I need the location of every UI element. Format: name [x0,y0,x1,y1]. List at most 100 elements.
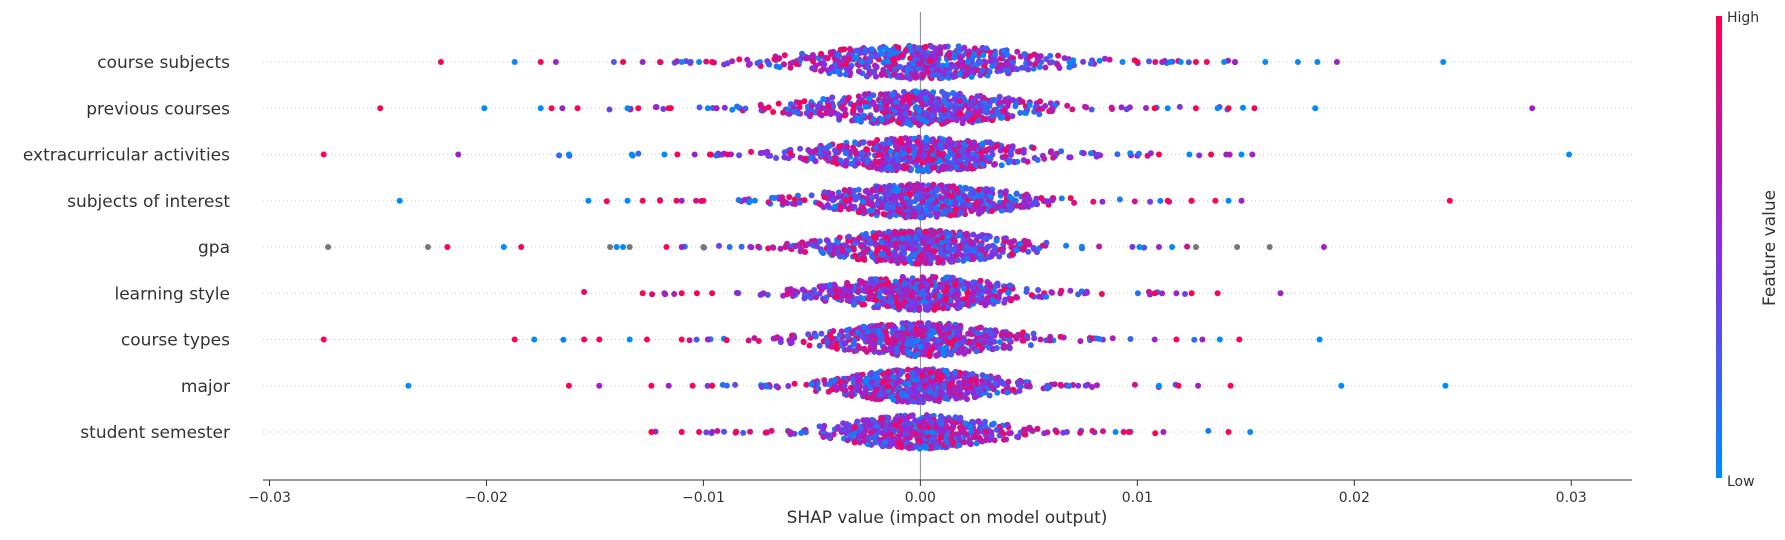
shap-point [957,98,963,104]
shap-point [836,115,842,121]
shap-outlier-point [455,152,461,158]
shap-point [939,164,945,170]
shap-point [1035,157,1041,163]
shap-outlier-point [709,290,715,296]
shap-point [874,185,880,191]
shap-outlier-point [531,337,537,343]
shap-point [863,385,869,391]
shap-point [928,333,934,339]
shap-point [894,104,900,110]
shap-outlier-point [614,244,620,250]
shap-point [951,55,957,61]
shap-point [813,333,819,339]
shap-point [1079,288,1085,294]
shap-point [968,103,974,109]
shap-point [671,291,677,297]
shap-point [970,232,976,238]
shap-point [786,194,792,200]
shap-point [896,120,902,126]
shap-point [927,212,933,218]
shap-point [972,201,978,207]
shap-point [879,117,885,123]
shap-point [818,60,824,66]
shap-point [972,45,978,51]
shap-point [722,105,728,111]
shap-point [920,73,926,79]
shap-point [865,246,871,252]
shap-point [1043,56,1049,62]
shap-point [918,344,924,350]
shap-point [936,105,942,111]
shap-point [823,294,829,300]
shap-point [971,139,977,145]
shap-point [782,244,788,250]
shap-outlier-point [538,59,544,65]
shap-outlier-point [1223,152,1229,158]
shap-point [874,137,880,143]
shap-point [798,241,804,247]
shap-outlier-point [705,337,711,343]
shap-point [855,288,861,294]
shap-outlier-point [700,244,706,250]
shap-point [917,254,923,260]
shap-point [847,288,853,294]
shap-point [1055,62,1061,68]
shap-point [756,338,762,344]
shap-outlier-point [696,59,702,65]
shap-point [772,195,778,201]
shap-point [973,348,979,354]
shap-point [1013,191,1019,197]
shap-point [727,244,733,250]
shap-point [801,295,807,301]
shap-point [1067,59,1073,65]
shap-point [858,295,864,301]
shap-point [916,232,922,238]
shap-outlier-point [664,244,670,250]
shap-point [897,64,903,70]
shap-point [904,165,910,171]
shap-outlier-point [661,152,667,158]
shap-point [999,162,1005,168]
shap-point [827,288,833,294]
shap-point [911,304,917,310]
shap-point [930,73,936,79]
shap-outlier-point [679,337,685,343]
shap-point [922,260,928,266]
shap-point [948,184,954,190]
shap-point [1013,101,1019,107]
shap-outlier-point [325,244,331,250]
shap-point [785,383,791,389]
shap-point [887,183,893,189]
shap-outlier-point [709,59,715,65]
shap-point [1043,294,1049,300]
shap-point [853,55,859,61]
shap-point [952,238,958,244]
shap-point [798,246,804,252]
shap-point [987,139,993,145]
shap-point [1147,199,1153,205]
shap-point [921,276,927,282]
shap-point [777,64,783,70]
shap-point [843,72,849,78]
shap-point [873,193,879,199]
shap-point [983,374,989,380]
shap-point [1082,104,1088,110]
shap-outlier-point [512,337,518,343]
shap-point [842,341,848,347]
shap-point [847,65,853,71]
shap-point [950,275,956,281]
shap-point [649,291,655,297]
shap-outlier-point [679,59,685,65]
shap-point [829,108,835,114]
shap-point [818,331,824,337]
shap-point [918,144,924,150]
shap-point [744,57,750,63]
shap-point [1110,335,1116,341]
shap-point [866,96,872,102]
shap-point [720,382,726,388]
shap-point [861,302,867,308]
shap-point [755,60,761,66]
shap-point [1058,148,1064,154]
shap-outlier-point [1221,59,1227,65]
shap-point [943,112,949,118]
